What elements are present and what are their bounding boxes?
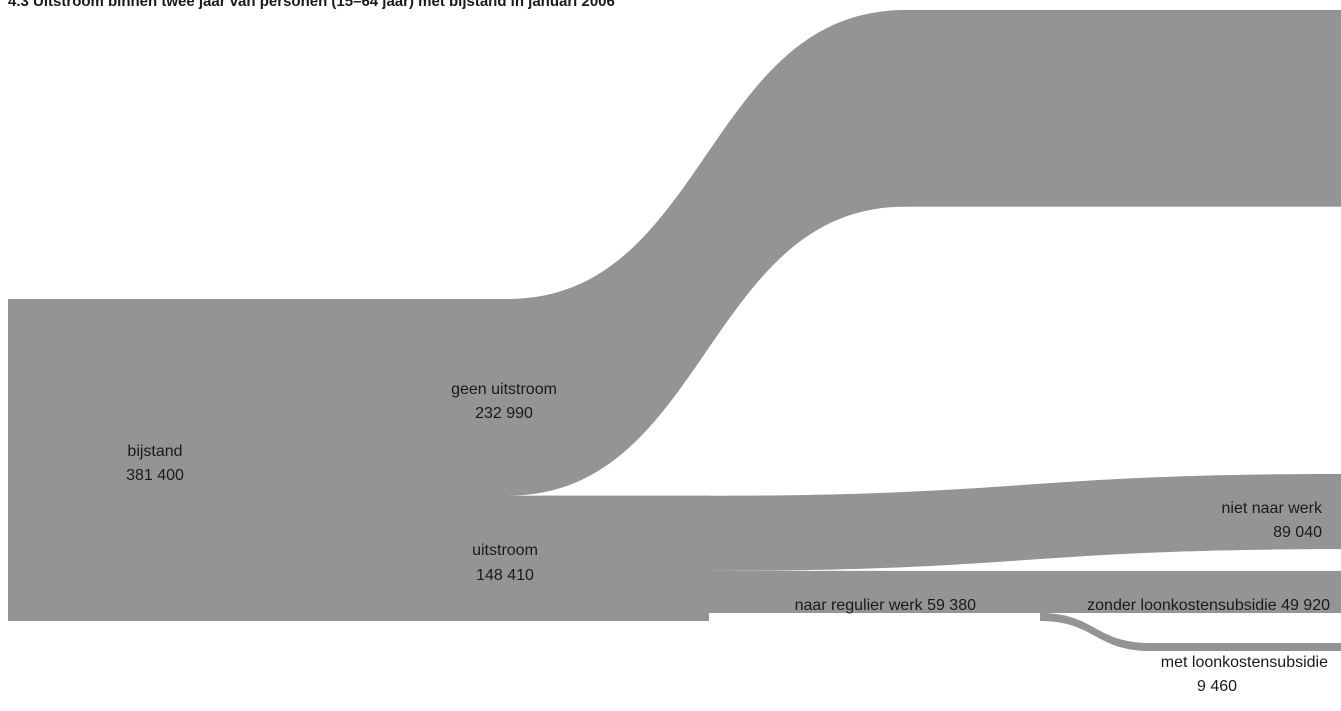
flow-niet-naar-werk-curve <box>709 474 1341 571</box>
label-bijstand-name: bijstand <box>127 443 182 460</box>
label-naar-regulier-werk: naar regulier werk 59 380 <box>795 597 977 614</box>
label-bijstand-value: 381 400 <box>126 467 184 484</box>
label-niet-naar-werk-value: 89 040 <box>1273 524 1322 541</box>
label-uitstroom-value: 148 410 <box>476 567 534 584</box>
flows-group <box>8 10 1341 651</box>
label-geen-uitstroom-value: 232 990 <box>475 405 533 422</box>
label-met-loonkostensubsidie-value: 9 460 <box>1197 678 1237 695</box>
node-geen-uitstroom-end <box>904 10 1341 207</box>
label-zonder-loonkostensubsidie: zonder loonkostensubsidie 49 920 <box>1087 597 1330 614</box>
flow-geen-uitstroom-curve <box>508 10 905 496</box>
flow-zonder-loonkostensubsidie <box>705 570 1341 614</box>
chart-title: 4.3 Uitstroom binnen twee jaar van perso… <box>8 0 615 10</box>
label-uitstroom-name: uitstroom <box>472 542 538 559</box>
flow-met-loonkostensubsidie-curve <box>1040 613 1150 651</box>
flow-geen-uitstroom-straight <box>309 299 509 497</box>
label-geen-uitstroom-name: geen uitstroom <box>451 381 557 398</box>
label-niet-naar-werk-name: niet naar werk <box>1222 500 1323 517</box>
label-met-loonkostensubsidie-name: met loonkostensubsidie <box>1161 654 1328 671</box>
labels-group: bijstand 381 400 geen uitstroom 232 990 uits… <box>126 381 1330 695</box>
node-bijstand <box>8 299 310 621</box>
flow-met-loonkostensubsidie-end <box>1149 643 1341 651</box>
flow-niet-naar-werk-start <box>540 495 710 571</box>
